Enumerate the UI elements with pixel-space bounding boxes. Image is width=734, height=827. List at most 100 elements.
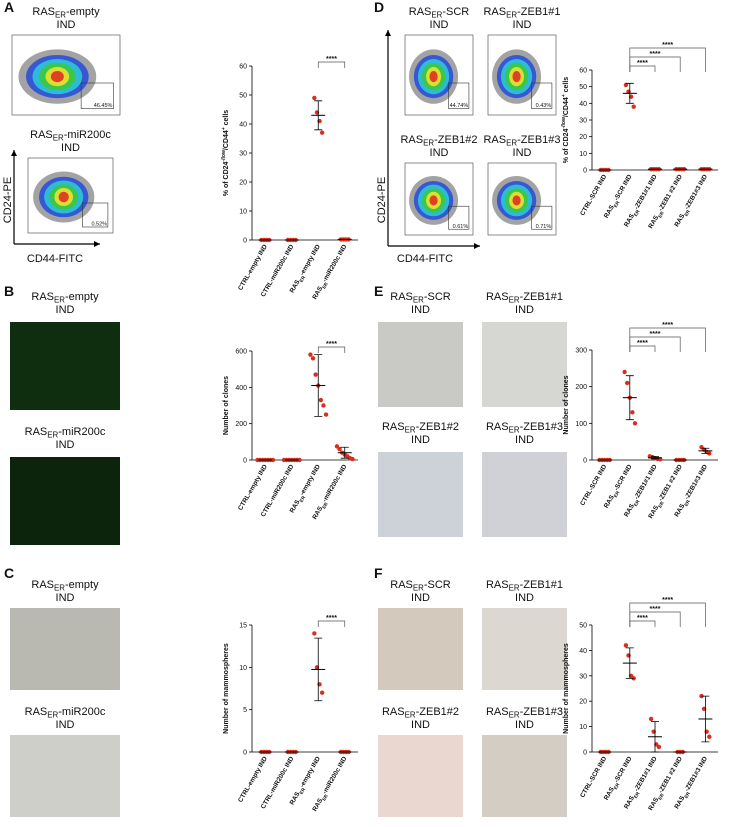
- data-point: [707, 734, 712, 739]
- y-tick-label: 60: [579, 68, 587, 75]
- significance-label: ****: [326, 615, 337, 622]
- x-tick-label-part: ER: [633, 498, 641, 507]
- image-caption: RASER-miR200c: [25, 706, 106, 720]
- image-caption: IND: [61, 142, 80, 154]
- image-caption-part: -SCR: [442, 6, 469, 18]
- x-tick-label-part: ER: [657, 210, 665, 219]
- image-caption-part: RAS: [486, 291, 509, 303]
- image-caption-part: IND: [513, 147, 532, 159]
- gate-percentage: 46.45%: [94, 103, 113, 109]
- x-tick-label-part: ER: [321, 793, 329, 802]
- image-caption-part: -ZEB1#2: [434, 134, 477, 146]
- image-caption-part: -empty: [65, 291, 99, 303]
- image-caption-part: IND: [411, 434, 430, 446]
- image-caption: RASER-SCR: [390, 579, 451, 593]
- y-axis-title: Number of clones: [223, 376, 230, 435]
- y-tick-label: 600: [235, 349, 247, 356]
- image-caption: RASER-ZEB1#2: [382, 706, 459, 720]
- image-caption-part: RAS: [31, 291, 54, 303]
- flow-x-label: CD44-FITC: [397, 253, 453, 265]
- gate-percentage: 0.61%: [453, 224, 469, 230]
- data-point: [622, 369, 627, 375]
- image-caption-part: -ZEB1#2: [416, 706, 459, 718]
- panel-label: B: [4, 283, 14, 299]
- significance-label: ****: [326, 341, 337, 348]
- image-caption-part: ER: [405, 426, 416, 435]
- x-tick-label-part: -SCR IND: [613, 173, 634, 202]
- image-caption: RASER-ZEB1#2: [400, 134, 477, 148]
- image-caption-part: -SCR: [424, 291, 451, 303]
- x-tick-label-part: CTRL-empty IND: [237, 243, 269, 291]
- y-tick-label: 400: [235, 385, 247, 392]
- micrograph: [10, 608, 120, 690]
- y-axis-title-part: +: [221, 127, 227, 130]
- x-tick-label-part: -ZEB1#1 IND: [633, 463, 659, 501]
- significance-label: ****: [650, 51, 661, 58]
- image-caption-part: ER: [423, 139, 434, 148]
- density-contour: [50, 71, 64, 83]
- image-caption-part: IND: [61, 142, 80, 154]
- x-tick-label-part: -ZEB1#3 IND: [684, 755, 710, 793]
- image-caption: RASER-ZEB1#1: [483, 6, 560, 20]
- panel-label: C: [4, 565, 14, 581]
- density-contour: [429, 71, 438, 83]
- density-contour: [58, 191, 69, 203]
- image-caption-part: ER: [506, 139, 517, 148]
- y-axis-title-part: Number of clones: [223, 376, 230, 435]
- image-caption-part: ER: [54, 296, 65, 305]
- significance-label: ****: [637, 340, 648, 347]
- density-contour: [512, 71, 521, 83]
- image-caption-part: -empty: [65, 579, 99, 591]
- image-caption-part: RAS: [409, 6, 432, 18]
- image-caption-part: RAS: [31, 579, 54, 591]
- y-axis-title-part: cells: [223, 110, 230, 128]
- image-caption-part: ER: [405, 711, 416, 720]
- x-tick-label-part: -ZEB1 #2 IND: [657, 173, 684, 212]
- data-point: [321, 403, 326, 408]
- y-tick-label: 200: [235, 421, 247, 428]
- image-caption-part: IND: [515, 719, 534, 731]
- image-caption: IND: [56, 719, 75, 731]
- data-point: [319, 690, 325, 695]
- micrograph: [482, 735, 567, 817]
- image-caption-part: IND: [515, 592, 534, 604]
- micrograph: [378, 452, 463, 537]
- x-tick-label-part: ER: [613, 200, 621, 209]
- panel-label: A: [4, 0, 14, 15]
- x-tick-label-part: -ZEB1#1 IND: [633, 173, 659, 211]
- image-caption-part: RAS: [486, 421, 509, 433]
- x-tick-label: CTRL-empty IND: [237, 243, 269, 291]
- image-caption: IND: [430, 19, 449, 31]
- x-tick-label-part: ER: [633, 790, 641, 799]
- y-axis-title: Number of mammospheres: [223, 643, 230, 734]
- x-tick-label-part: ER: [321, 501, 329, 510]
- image-caption-part: IND: [56, 719, 75, 731]
- micrograph: [10, 322, 120, 410]
- y-tick-label: 15: [239, 623, 247, 630]
- image-caption-part: -miR200c: [64, 129, 112, 141]
- y-tick-label: 100: [575, 421, 587, 428]
- gate: [82, 202, 109, 228]
- image-caption-part: ER: [506, 11, 517, 20]
- image-caption: IND: [515, 434, 534, 446]
- data-point: [337, 446, 342, 452]
- image-caption-part: IND: [515, 434, 534, 446]
- data-point: [630, 410, 635, 415]
- x-tick-label-part: ER: [613, 490, 621, 499]
- y-tick-label: 30: [579, 673, 587, 680]
- y-axis-title: % of CD24-/low/CD44+ cells: [561, 77, 570, 164]
- image-caption: IND: [56, 592, 75, 604]
- significance-bracket: [317, 620, 346, 627]
- image-caption: RASER-SCR: [390, 291, 451, 305]
- gate: [531, 82, 553, 109]
- y-tick-label: 0: [243, 750, 247, 757]
- y-tick-label: 50: [579, 84, 587, 91]
- data-point: [297, 457, 302, 463]
- image-caption-part: RAS: [483, 6, 506, 18]
- x-tick-label-part: -ZEB1 #2 IND: [657, 463, 684, 502]
- image-caption: RASER-ZEB1#3: [486, 421, 563, 435]
- x-tick-label-part: -SCR IND: [613, 463, 634, 492]
- y-axis-title: Number of mammospheres: [563, 643, 570, 734]
- y-tick-label: 0: [243, 238, 247, 245]
- gate-percentage: 0.43%: [536, 103, 552, 109]
